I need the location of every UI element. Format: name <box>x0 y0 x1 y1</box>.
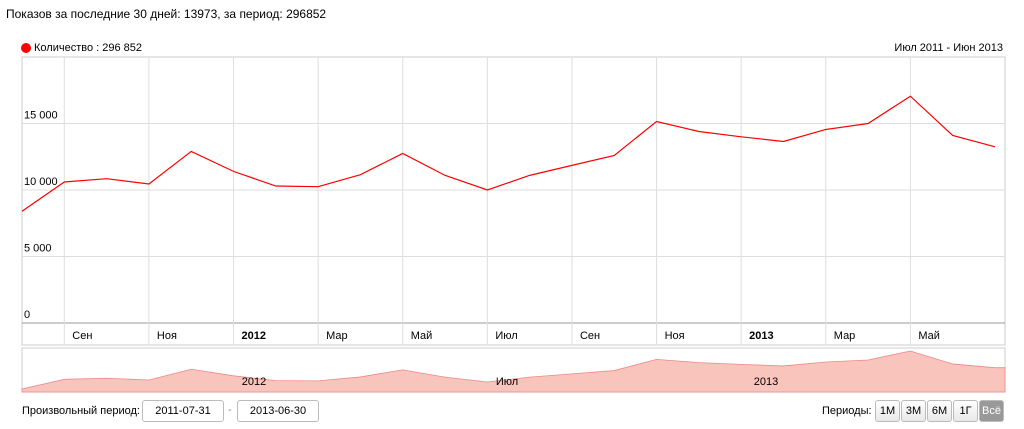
navigator-area <box>21 350 1006 393</box>
date-to[interactable]: 2013-06-30 <box>237 400 319 422</box>
line <box>21 95 996 212</box>
x-tick-label: Сен <box>72 330 92 342</box>
header: Показов за последние 30 дней: 13973, за … <box>6 7 326 21</box>
y-tick-label: 5 000 <box>24 242 52 254</box>
y-tick-label: 10 000 <box>24 176 58 188</box>
date-from[interactable]: 2011-07-31 <box>142 400 224 422</box>
period-button[interactable]: 3М <box>901 400 926 422</box>
legend-marker <box>21 43 31 53</box>
legend-label: Количество : 296 852 <box>34 42 142 54</box>
periods-label: Периоды: <box>822 405 872 417</box>
navigator-label: 2012 <box>242 376 266 388</box>
y-tick-label: 15 000 <box>24 109 58 121</box>
separator: - <box>228 404 232 416</box>
period-button[interactable]: 1М <box>875 400 900 422</box>
navigator-label: Июл <box>496 376 518 388</box>
x-tick-label: Июл <box>495 330 517 342</box>
x-tick-label: Ноя <box>665 330 685 342</box>
x-tick-label: Сен <box>580 330 600 342</box>
x-tick-label: Ноя <box>157 330 177 342</box>
plot-frame <box>21 56 1006 346</box>
period-button[interactable]: 6М <box>927 400 952 422</box>
y-tick-label: 0 <box>24 309 30 321</box>
custom-label: Произвольный период: <box>22 405 140 417</box>
period-button[interactable]: Всё <box>979 400 1004 422</box>
x-tick-label: 2013 <box>749 330 773 342</box>
x-tick-label: 2012 <box>242 330 266 342</box>
x-tick-label: Мар <box>326 330 348 342</box>
range-label: Июл 2011 - Июн 2013 <box>894 42 1003 54</box>
x-tick-label: Май <box>411 330 433 342</box>
x-tick-label: Мар <box>834 330 856 342</box>
navigator-label: 2013 <box>754 376 778 388</box>
x-tick-label: Май <box>918 330 940 342</box>
period-button[interactable]: 1Г <box>953 400 978 422</box>
